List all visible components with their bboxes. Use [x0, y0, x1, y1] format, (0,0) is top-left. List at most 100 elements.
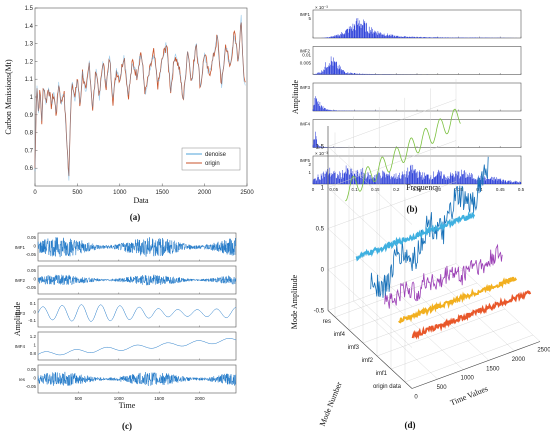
chart-a-y-tick-label: 1.4: [25, 24, 34, 30]
chart-a-y-tick-label: 1.5: [25, 6, 34, 12]
chart-c-series-imf4: [37, 338, 237, 356]
chart-b-x-tick-label: 0.5: [518, 187, 525, 192]
chart-c-series-imf3: [37, 304, 237, 322]
chart-c-y-tick-label: 0.05: [27, 235, 36, 240]
chart-b-panel-label: IMF3: [300, 85, 311, 90]
chart-b-panel-frame: [312, 82, 522, 112]
chart-d-amp-tick-label: 0.5: [316, 227, 325, 233]
chart-c-x-tick-label: 500: [75, 396, 83, 401]
chart-b-y-tick-label: 2: [308, 162, 311, 167]
chart-b-panel-frame: [312, 9, 522, 39]
chart-d-floor-grid-line: [404, 334, 534, 383]
chart-d-series-imf4: [355, 211, 476, 262]
chart-a-y-tick-label: 0.8: [25, 131, 34, 137]
chart-c-panel-frame: [37, 232, 237, 262]
chart-a-y-tick-label: 1.3: [25, 42, 34, 48]
chart-a-x-tick-label: 1500: [156, 190, 170, 196]
chart-b-panel-exponent: × 10⁻³: [315, 5, 328, 10]
chart-b-x-tick-label: 0.4: [476, 187, 483, 192]
chart-b-x-axis-label: Frequency: [406, 183, 440, 192]
chart-d-floor-grid-line: [348, 282, 478, 331]
chart-c-y-tick-label: 0: [33, 277, 36, 282]
chart-d-mode-axis: [327, 310, 413, 389]
legend-origin-label: origin: [205, 161, 220, 167]
chart-b-spectrum-imf4: [312, 131, 349, 148]
chart-c-y-tick-label: 0: [33, 244, 36, 249]
chart-d-amp-tick-label: -0.5: [314, 309, 325, 315]
chart-a: 0.6 0.7 0.8 0.9 1 1.1 1.2 1.3 1.4 1.5 0 500 1000 150…: [4, 6, 254, 222]
chart-c-panel-label: IMF4: [15, 344, 26, 349]
chart-b-panel-imf4: IMF4: [300, 119, 522, 148]
chart-a-y-tick-label: 0.9: [25, 113, 34, 119]
chart-b-panel-label: IMF2: [300, 49, 311, 54]
chart-d-floor-grid-line: [334, 269, 464, 318]
chart-b-panel-frame: [312, 119, 522, 148]
chart-b-spectrum-imf1: [321, 18, 517, 38]
chart-d-mode-tick-label: origin data: [373, 384, 402, 390]
chart-a-caption: (a): [130, 212, 141, 222]
chart-c-y-tick-label: 0.05: [27, 367, 36, 372]
chart-b-panel-exponent: × 10⁻³: [315, 151, 328, 156]
chart-b-y-tick-label: 0.005: [300, 61, 312, 66]
chart-b-panel-label: IMF1: [300, 12, 311, 17]
chart-c-y-tick-label: 1: [33, 343, 36, 348]
chart-d-time-axis: [411, 341, 541, 389]
chart-b-x-tick-label: 0.15: [371, 187, 380, 192]
chart-b-x-tick-label: 0.1: [351, 187, 358, 192]
chart-d-mode-tick-label: imf1: [376, 371, 388, 377]
chart-c-panel-label: IMF3: [15, 311, 26, 316]
chart-a-y-tick-label: 0.6: [25, 166, 34, 172]
chart-d-caption: (d): [405, 420, 416, 430]
chart-d-wall-grid-line: [327, 99, 457, 225]
chart-c-panel-frame: [37, 298, 237, 328]
chart-c-panel-imf4: IMF4 1.2 1 0.8: [15, 331, 237, 361]
chart-d-series-imf2: [384, 243, 503, 309]
chart-c-y-tick-label: -0.05: [26, 285, 37, 290]
chart-c-y-tick-label: 0.05: [27, 268, 36, 273]
chart-c-series-res: [37, 371, 237, 387]
chart-b-panel-label: IMF4: [300, 122, 311, 127]
chart-c-panel-label: res: [19, 377, 26, 382]
chart-d-mode-tick-label: imf3: [348, 345, 360, 351]
chart-d-time-tick-label: 1000: [461, 376, 475, 382]
chart-a-y-tick-label: 1.2: [25, 59, 34, 65]
chart-b-panel-imf1: IMF1 × 10⁻³ 5: [300, 5, 522, 39]
chart-d-time-tick-label: 1500: [486, 366, 500, 372]
chart-c-y-tick-label: 0.1: [30, 301, 37, 306]
chart-a-x-tick-label: 500: [72, 190, 83, 196]
chart-d-series-origin-data: [411, 290, 532, 340]
chart-a-legend: denoise origin: [181, 147, 241, 171]
chart-c-y-axis-label: Amplitude: [13, 301, 22, 336]
chart-c-x-tick-label: 1500: [154, 396, 165, 401]
chart-a-x-tick-label: 2000: [198, 190, 212, 196]
chart-d-time-tick-label: 2000: [512, 357, 526, 363]
chart-d: 0 500 1000 1500 2000 2500 origin data imf1 imf2 i…: [290, 79, 550, 430]
chart-b-spectrum-imf2: [313, 56, 429, 75]
chart-c-panel-label: IMF2: [15, 278, 26, 283]
legend-denoise-label: denoise: [205, 152, 227, 158]
chart-a-y-axis-label: Carbon Mmissions(Mt): [4, 59, 13, 135]
chart-c-y-tick-label: 0: [33, 376, 36, 381]
chart-c-y-tick-label: -0.05: [26, 252, 37, 257]
chart-a-x-tick-label: 0: [33, 190, 37, 196]
chart-d-time-tick-label: 2500: [537, 348, 550, 354]
chart-b-panel-imf5: IMF5 × 10⁻³ 2 1: [300, 151, 522, 185]
chart-a-y-tick-label: 1.1: [25, 77, 34, 83]
chart-b-panel-imf3: IMF3: [300, 82, 522, 112]
chart-b-y-tick-label: 5: [308, 16, 311, 21]
chart-c-panel-imf3: IMF3 0.1 0 -0.1: [15, 298, 237, 328]
chart-b-x-tick-label: 0.45: [496, 187, 505, 192]
chart-d-time-tick-label: 0: [414, 395, 418, 401]
chart-d-series-res: [345, 108, 461, 202]
chart-d-time-tick-label: 500: [437, 385, 448, 391]
chart-c-y-tick-label: 0: [33, 310, 36, 315]
chart-d-floor-grid-line: [362, 295, 492, 344]
chart-a-x-tick-label: 1000: [113, 190, 127, 196]
chart-c-caption: (c): [122, 421, 132, 431]
chart-c-x-axis-label: Time: [119, 401, 136, 410]
